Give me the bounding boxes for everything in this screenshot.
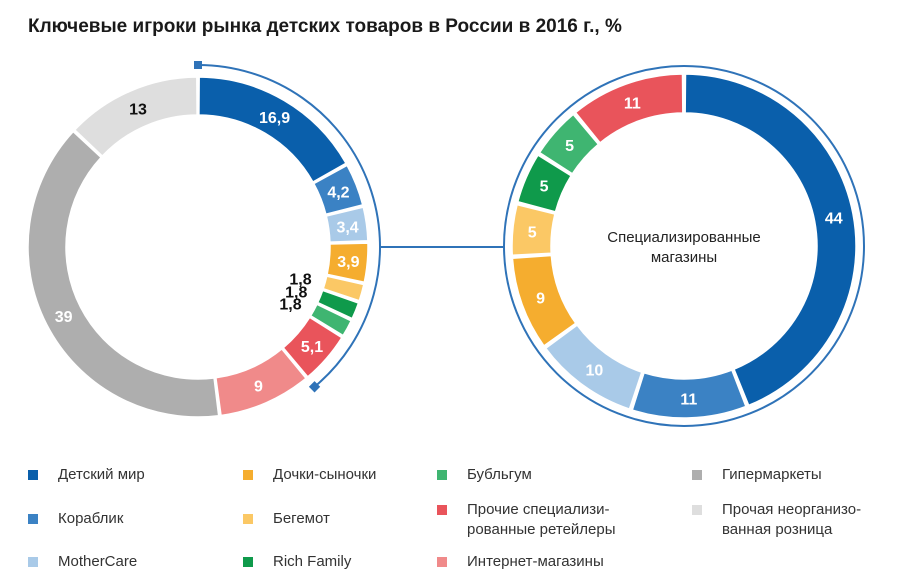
chart-title: Ключевые игроки рынка детских товаров в …	[28, 16, 622, 37]
center-label: магазины	[651, 249, 717, 266]
slice-2	[544, 324, 643, 411]
slice-5	[516, 154, 573, 213]
bracket-arc	[197, 64, 381, 388]
slice-label: 5	[540, 178, 549, 195]
slice-label: 1,8	[279, 296, 301, 313]
slice-3	[326, 242, 369, 284]
slice-1	[631, 369, 747, 419]
slice-label: 9	[536, 291, 545, 308]
slice-label: 5	[565, 138, 574, 155]
slice-label: 3,4	[336, 219, 358, 236]
slice-label: 1,8	[285, 284, 307, 301]
slice-4	[322, 275, 365, 302]
slice-label: 9	[254, 378, 263, 395]
slice-label: 13	[129, 101, 147, 118]
slice-6	[538, 113, 600, 175]
slice-9	[27, 130, 220, 418]
slice-7	[282, 316, 343, 378]
slice-label: 1,8	[289, 272, 311, 289]
slice-label: 16,9	[259, 110, 290, 127]
bracket-end	[308, 381, 321, 393]
slice-2	[325, 206, 369, 243]
slice-label: 3,9	[337, 254, 359, 271]
slice-label: 39	[55, 309, 73, 326]
slice-6	[309, 303, 353, 337]
slice-0	[684, 73, 857, 407]
slice-10	[73, 76, 198, 158]
slice-label: 11	[680, 391, 697, 408]
slice-label: 5,1	[301, 339, 323, 356]
slice-label: 11	[624, 96, 641, 113]
slice-1	[312, 164, 364, 216]
slice-4	[511, 203, 556, 257]
slice-label: 10	[585, 362, 603, 379]
slice-label: 5	[528, 225, 537, 242]
slice-label: 44	[825, 210, 843, 227]
outer-ring	[503, 65, 865, 427]
slice-7	[574, 73, 684, 144]
bracket-end	[194, 61, 202, 69]
slice-5	[316, 289, 360, 320]
slice-label: 4,2	[327, 185, 349, 202]
slice-8	[215, 347, 308, 417]
slice-3	[511, 254, 577, 347]
center-label: Специализированные	[607, 229, 761, 246]
slice-0	[198, 76, 347, 184]
